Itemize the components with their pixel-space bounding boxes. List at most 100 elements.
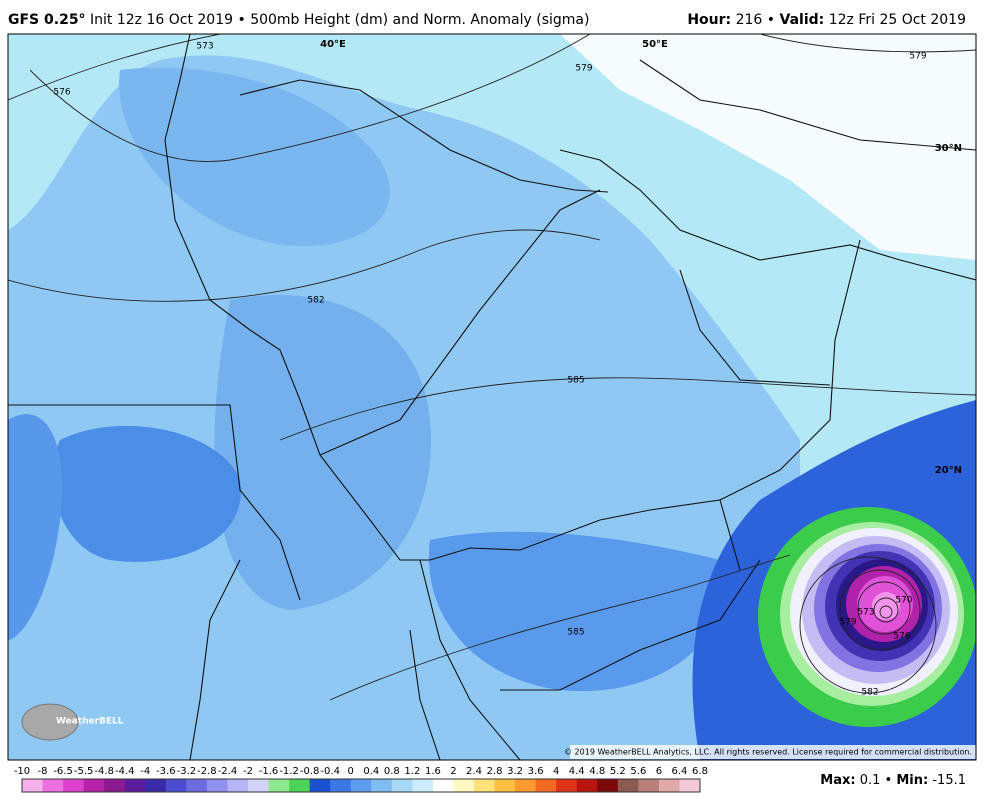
logo: WeatherBELL: [21, 703, 124, 741]
height-contours: [8, 34, 976, 701]
copyright-box: [570, 745, 976, 759]
colorbar-label: -1.2: [279, 766, 299, 777]
color-swatch: [412, 779, 434, 792]
color-swatch: [576, 779, 598, 792]
header-left: GFS 0.25° Init 12z 16 Oct 2019 • 500mb H…: [8, 12, 589, 28]
color-swatch: [145, 779, 167, 792]
colorbar-label: 6: [656, 766, 662, 777]
colorbar-label: -3.2: [177, 766, 197, 777]
contour-label: 585: [567, 376, 584, 386]
min-label: Min:: [896, 773, 928, 788]
color-swatch: [432, 779, 454, 792]
colorbar-label: -4: [140, 766, 150, 777]
color-swatch: [186, 779, 208, 792]
map-labels: 30°E 40°E 50°E 30°N 20°N 573 576 579 579 582 585 58…: [0, 39, 962, 698]
valid-label: Valid:: [780, 12, 825, 28]
color-swatch: [268, 779, 290, 792]
footer: Max: 0.1 • Min: -15.1: [820, 773, 966, 788]
longitude-label: 40°E: [320, 39, 346, 50]
longitude-label: 30°E: [0, 39, 9, 50]
logo-text: WeatherBELL: [56, 717, 124, 727]
model: GFS 0.25°: [8, 12, 86, 28]
init: Init 12z 16 Oct 2019: [90, 12, 233, 28]
header-right: Hour: 216 • Valid: 12z Fri 25 Oct 2019: [687, 12, 966, 28]
colorbar-label: -8: [38, 766, 48, 777]
color-swatch: [535, 779, 557, 792]
header: GFS 0.25° Init 12z 16 Oct 2019 • 500mb H…: [8, 12, 966, 28]
colorbar-label: 6.8: [692, 766, 708, 777]
min: -15.1: [932, 773, 966, 788]
contour-label: 576: [53, 88, 70, 98]
color-swatch: [248, 779, 270, 792]
colorbar-label: 2.8: [487, 766, 503, 777]
colorbar-label: -5.5: [74, 766, 94, 777]
color-swatch: [350, 779, 372, 792]
contour-label: 579: [575, 64, 592, 74]
contour-label: 573: [196, 42, 213, 52]
color-swatch: [104, 779, 126, 792]
color-swatch: [515, 779, 537, 792]
colorbar-label: -4.8: [94, 766, 114, 777]
hour: 216: [736, 12, 763, 28]
low-pressure-system: [758, 507, 976, 727]
colorbar-label: 3.2: [507, 766, 523, 777]
color-swatch: [289, 779, 311, 792]
max: 0.1: [860, 773, 881, 788]
max-label: Max:: [820, 773, 855, 788]
color-swatch: [658, 779, 680, 792]
colorbar-label: -0.8: [300, 766, 320, 777]
map-frame: [7, 33, 977, 761]
color-swatch: [371, 779, 393, 792]
color-swatch: [63, 779, 85, 792]
colorbar-label: 2.4: [466, 766, 482, 777]
color-swatch: [83, 779, 105, 792]
colorbar-label: 0.8: [384, 766, 400, 777]
color-swatch: [597, 779, 619, 792]
country-borders: [8, 34, 976, 760]
colorbar-label: 1.2: [404, 766, 420, 777]
contour-label: 579: [839, 618, 856, 628]
valid: 12z Fri 25 Oct 2019: [829, 12, 966, 28]
anomaly-region: [52, 425, 241, 562]
colorbar-label: 4.4: [569, 766, 585, 777]
anomaly-region: [8, 414, 62, 640]
colorbar-label: 2: [450, 766, 456, 777]
colorbar-label: 4: [553, 766, 559, 777]
color-swatch: [227, 779, 249, 792]
separator: •: [885, 773, 893, 788]
contour-label: 573: [857, 608, 874, 618]
color-swatch: [617, 779, 639, 792]
contour-label: 582: [861, 688, 878, 698]
colorbar-label: -2: [243, 766, 253, 777]
colorbar-label: -2.4: [218, 766, 238, 777]
color-swatch: [391, 779, 413, 792]
contour-label: 582: [307, 296, 324, 306]
separator: •: [767, 12, 775, 28]
color-swatch: [206, 779, 228, 792]
color-swatch: [453, 779, 475, 792]
colorbar-label: 3.6: [528, 766, 544, 777]
map: 30°E 40°E 50°E 30°N 20°N 573 576 579 579 582 585 58…: [0, 34, 976, 760]
copyright: © 2019 WeatherBELL Analytics, LLC. All r…: [564, 748, 972, 757]
color-swatch: [22, 779, 44, 792]
colorbar-label: -4.4: [115, 766, 135, 777]
longitude-label: 50°E: [642, 39, 668, 50]
contour-label: 585: [567, 628, 584, 638]
colorbar: -10 -8 -6.5 -5.5 -4.8 -4.4 -4 -3.6 -3.2 -2.8 -2.4-…: [14, 766, 708, 793]
colorbar-label: 0: [348, 766, 354, 777]
color-swatch: [679, 779, 701, 792]
latitude-label: 20°N: [935, 465, 962, 476]
colorbar-label: 0.4: [363, 766, 379, 777]
no-anomaly-region: [560, 34, 976, 260]
colorbar-label: -2.8: [197, 766, 217, 777]
color-swatch: [556, 779, 578, 792]
color-swatch: [330, 779, 352, 792]
colorbar-frame: [21, 778, 701, 793]
colorbar-label: 1.6: [425, 766, 441, 777]
colorbar-label: 4.8: [589, 766, 605, 777]
colorbar-label: -6.5: [53, 766, 73, 777]
color-swatch: [494, 779, 516, 792]
colorbar-label: -10: [14, 766, 30, 777]
